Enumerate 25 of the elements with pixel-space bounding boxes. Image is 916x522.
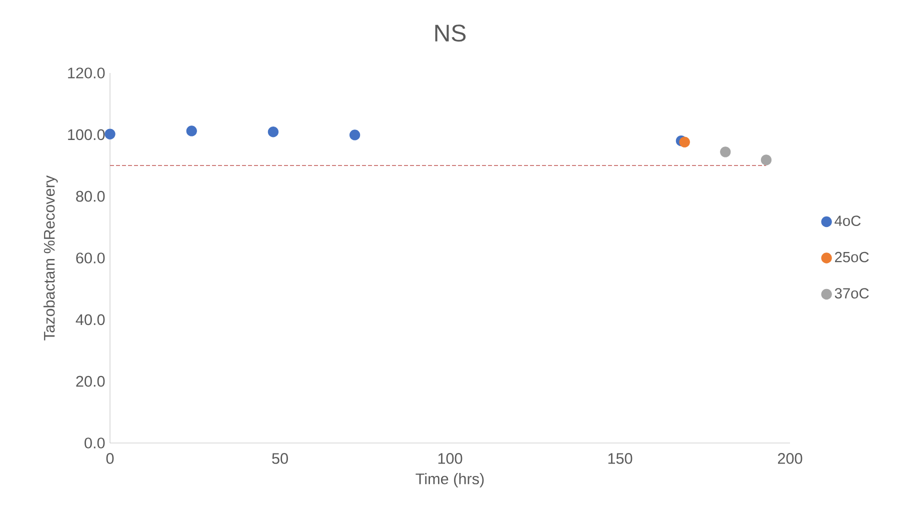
y-tick-label: 80.0 — [76, 190, 105, 202]
x-axis-title: Time (hrs) — [416, 473, 484, 488]
point — [760, 154, 772, 166]
y-tick-label: 120.0 — [68, 68, 105, 78]
y-tick-label: 60.0 — [76, 252, 105, 264]
x-tick-label: 100 — [438, 453, 462, 464]
x-tick-label: 200 — [778, 453, 802, 464]
y-tick-label: 0.0 — [84, 438, 105, 448]
point — [186, 126, 197, 136]
y-tick-label: 40.0 — [76, 314, 105, 326]
x-tick-label: 50 — [272, 453, 288, 464]
point — [679, 136, 690, 148]
y-tick-label: 20.0 — [76, 376, 105, 387]
point — [349, 130, 360, 140]
x-tick-label: 150 — [608, 453, 632, 464]
legend-label: 4oC — [834, 216, 861, 226]
point — [720, 146, 731, 158]
point — [104, 128, 116, 140]
y-tick-label: 100.0 — [68, 129, 105, 140]
x-tick-label: 0 — [106, 453, 114, 464]
legend-label: 25oC — [835, 252, 869, 262]
legend-label: 37oC — [834, 288, 869, 299]
y-axis-title: Tazobactam %Recovery — [43, 175, 58, 340]
chart-title: NS — [435, 24, 466, 42]
point — [268, 126, 279, 138]
